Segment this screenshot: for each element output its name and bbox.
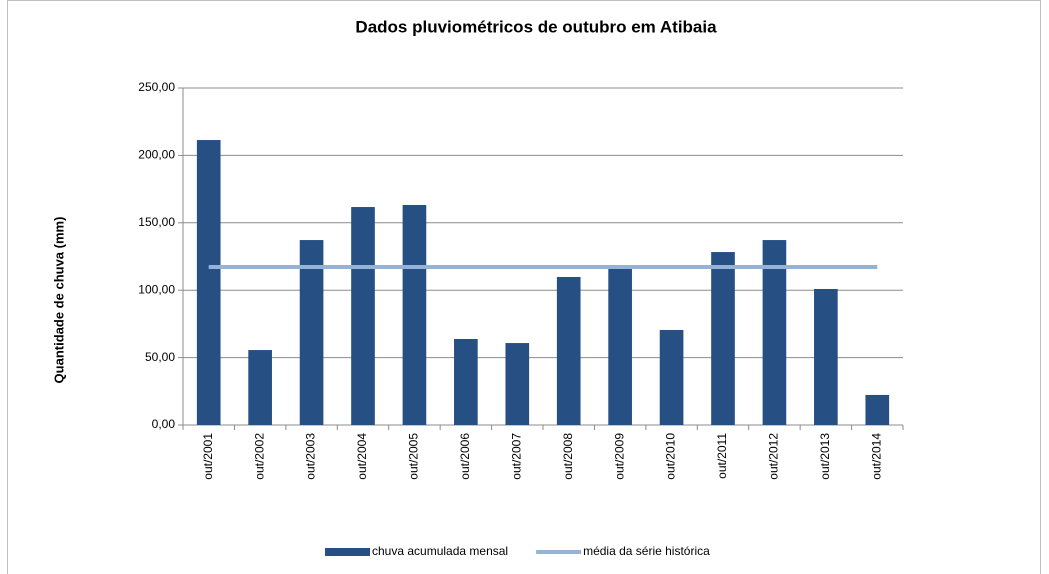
x-tick-label: out/2013 [818, 433, 832, 480]
x-tick-label: out/2004 [355, 433, 369, 480]
y-tick-label: 150,00 [138, 215, 175, 229]
chart-title: Dados pluviométricos de outubro em Atiba… [355, 17, 717, 36]
legend-swatch [325, 548, 370, 556]
bar [659, 329, 684, 425]
x-tick-label: out/2007 [509, 433, 523, 480]
bar [402, 205, 427, 425]
bar [556, 276, 581, 425]
y-tick-label: 200,00 [138, 148, 175, 162]
bar [351, 207, 375, 425]
bar [608, 267, 632, 425]
x-tick-label: out/2010 [664, 433, 678, 480]
bar [814, 288, 838, 425]
x-tick-label: out/2003 [304, 433, 318, 480]
bar [454, 338, 478, 425]
y-axis-label: Quantidade de chuva (mm) [51, 217, 66, 384]
y-tick-label: 0,00 [152, 417, 176, 431]
bar [762, 240, 787, 425]
legend-label: média da série histórica [583, 544, 710, 558]
bar [865, 394, 890, 425]
x-tick-label: out/2001 [201, 433, 215, 480]
y-tick-label: 100,00 [138, 282, 175, 296]
bar [711, 252, 735, 425]
x-tick-label: out/2008 [561, 433, 575, 480]
bar [196, 140, 221, 425]
x-tick-label: out/2005 [407, 433, 421, 480]
x-tick-label: out/2009 [612, 433, 626, 480]
x-tick-label: out/2012 [767, 433, 781, 480]
x-tick-label: out/2011 [715, 433, 729, 479]
x-tick-label: out/2002 [252, 433, 266, 480]
bar [505, 343, 530, 425]
y-tick-label: 50,00 [145, 350, 175, 364]
legend-label: chuva acumulada mensal [372, 544, 508, 558]
x-tick-label: out/2014 [869, 433, 883, 480]
x-tick-label: out/2006 [458, 433, 472, 480]
chart-frame [7, 0, 1041, 574]
bar [248, 350, 272, 425]
bar [299, 240, 324, 425]
y-tick-label: 250,00 [138, 80, 175, 94]
